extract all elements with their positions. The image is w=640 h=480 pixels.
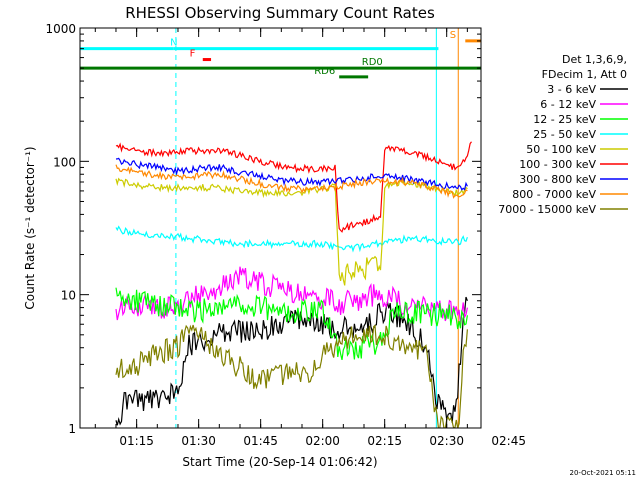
y-tick-label-0: 1	[68, 422, 76, 436]
flag-rd0-label: RD0	[362, 57, 383, 68]
x-tick-label-6: 02:45	[491, 434, 526, 448]
legend: Det 1,3,6,9, FDecim 1, Att 0 3 - 6 keV 6 - …	[498, 53, 628, 216]
flag-s-label: S	[450, 30, 456, 41]
legend-label-4: 50 - 100 keV	[526, 143, 596, 156]
series-line-0	[115, 296, 468, 426]
series-line-7	[115, 164, 468, 199]
series-line-4	[115, 177, 468, 286]
flag-f-label: F	[190, 49, 196, 60]
series-line-2	[115, 287, 468, 361]
series-line-3	[115, 225, 468, 253]
legend-label-7: 800 - 7000 keV	[512, 188, 596, 201]
plot-frame	[79, 27, 482, 429]
legend-label-8: 7000 - 15000 keV	[498, 203, 596, 216]
y-axis: 1 10 100 1000	[45, 22, 481, 436]
chart-title: RHESSI Observing Summary Count Rates	[125, 4, 435, 22]
legend-label-1: 6 - 12 keV	[540, 98, 596, 111]
x-tick-label-3: 02:00	[305, 434, 340, 448]
legend-label-3: 25 - 50 keV	[533, 128, 596, 141]
legend-header-0: Det 1,3,6,9,	[562, 53, 627, 66]
generation-timestamp: 20-Oct-2021 05:11	[570, 469, 636, 477]
series-line-5	[115, 141, 472, 233]
x-axis: 01:15 01:30 01:45 02:00 02:15 02:30 02:45	[94, 28, 526, 448]
x-tick-label-1: 01:30	[181, 434, 216, 448]
y-tick-label-2: 100	[53, 155, 76, 169]
x-tick-label-2: 01:45	[243, 434, 278, 448]
x-tick-label-0: 01:15	[119, 434, 154, 448]
legend-label-5: 100 - 300 keV	[519, 158, 596, 171]
y-tick-label-3: 1000	[45, 22, 76, 36]
x-axis-label: Start Time (20-Sep-14 01:06:42)	[182, 455, 377, 469]
legend-label-0: 3 - 6 keV	[547, 83, 596, 96]
legend-header-1: FDecim 1, Att 0	[542, 68, 627, 81]
flag-n-label: N	[170, 38, 177, 49]
legend-label-6: 300 - 800 keV	[519, 173, 596, 186]
series-line-8	[115, 324, 468, 428]
flag-rd6-label: RD6	[314, 66, 335, 77]
legend-label-2: 12 - 25 keV	[533, 113, 596, 126]
series-line-6	[115, 157, 468, 191]
y-tick-label-1: 10	[61, 289, 76, 303]
y-axis-label: Count Rate (s⁻¹ detector⁻¹)	[23, 146, 37, 309]
x-tick-label-4: 02:15	[367, 434, 402, 448]
x-tick-label-5: 02:30	[429, 434, 464, 448]
